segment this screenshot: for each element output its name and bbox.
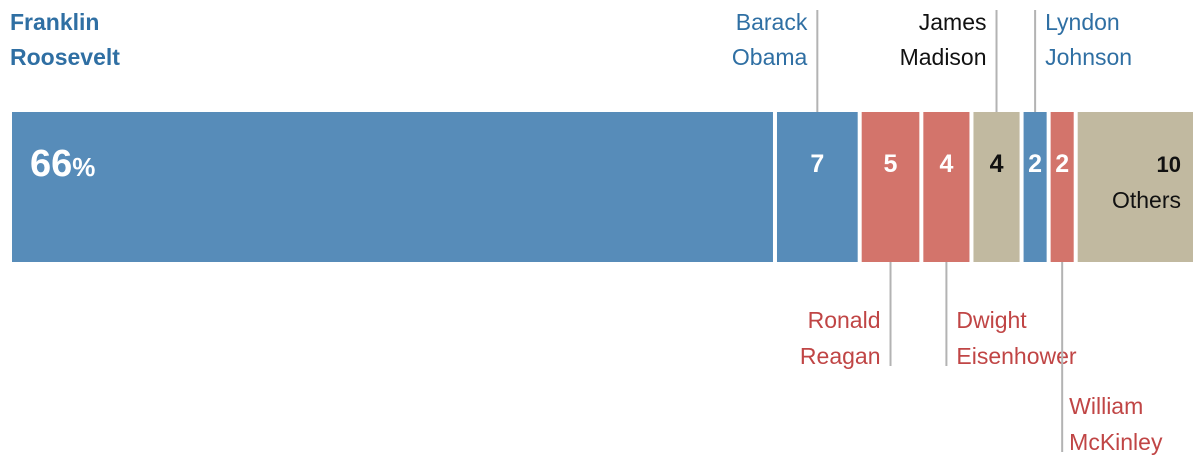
value-label-james-madison: 4 (990, 150, 1004, 178)
name-label-barack-obama: Barack (736, 9, 808, 35)
name-label-lyndon-johnson: Lyndon (1045, 9, 1120, 35)
value-label-others: 10 (1157, 152, 1181, 177)
bar-barack-obama (776, 112, 858, 262)
name-label-dwight-eisenhower: Eisenhower (956, 343, 1077, 369)
bar-james-madison (973, 112, 1020, 262)
name-label-james-madison: James (919, 9, 987, 35)
bar-william-mckinley (1050, 112, 1074, 262)
value-label-lyndon-johnson: 2 (1028, 150, 1042, 178)
name-label-james-madison: Madison (900, 44, 987, 70)
name-label-ronald-reagan: Reagan (800, 343, 881, 369)
name-label-franklin-roosevelt: Roosevelt (10, 44, 120, 70)
bar-franklin-roosevelt (12, 112, 773, 262)
name-label-ronald-reagan: Ronald (808, 307, 881, 333)
value-label-franklin-roosevelt: 66% (30, 143, 95, 185)
name-label-william-mckinley: McKinley (1069, 429, 1163, 455)
value-label-dwight-eisenhower: 4 (939, 150, 953, 178)
value-label-william-mckinley: 2 (1055, 150, 1069, 178)
segment-label-others: Others (1112, 187, 1181, 213)
bar-lyndon-johnson (1023, 112, 1047, 262)
name-label-dwight-eisenhower: Dwight (956, 307, 1027, 333)
value-label-ronald-reagan: 5 (884, 150, 898, 178)
bar-dwight-eisenhower (923, 112, 970, 262)
value-label-barack-obama: 7 (810, 150, 824, 178)
name-label-william-mckinley: William (1069, 393, 1143, 419)
bar-others (1077, 112, 1193, 262)
bar-ronald-reagan (861, 112, 920, 262)
name-label-franklin-roosevelt: Franklin (10, 9, 99, 35)
name-label-barack-obama: Obama (732, 44, 808, 70)
name-label-lyndon-johnson: Johnson (1045, 44, 1132, 70)
